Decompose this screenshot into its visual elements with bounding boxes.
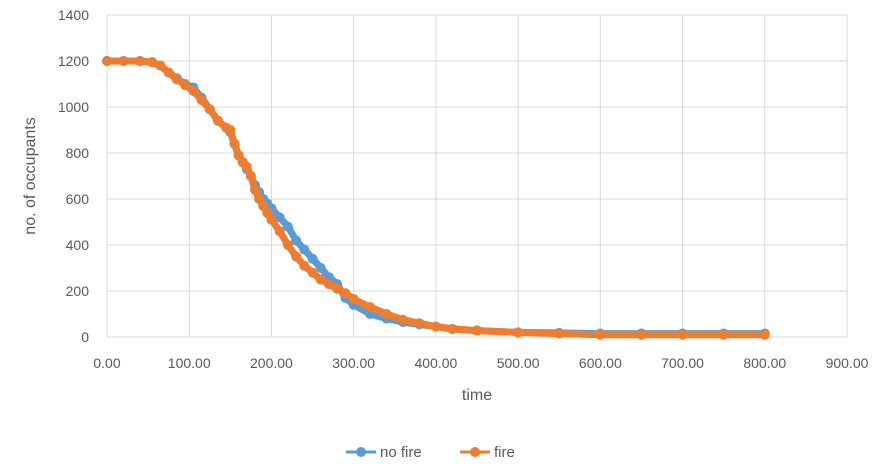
data-point: [414, 318, 425, 329]
data-point: [213, 115, 223, 126]
data-point: [291, 251, 302, 262]
data-point: [196, 95, 207, 106]
data-point: [147, 57, 158, 68]
data-point: [204, 104, 215, 115]
y-tick-label: 600: [66, 191, 90, 207]
legend-item: fire: [460, 444, 515, 461]
data-point: [513, 327, 524, 338]
gridlines: [106, 14, 848, 338]
data-point: [718, 329, 729, 340]
data-point: [299, 244, 310, 255]
data-point: [291, 235, 302, 246]
y-tick-label: 0: [81, 329, 89, 345]
data-point: [282, 240, 293, 250]
y-axis-title: no. of occupants: [22, 117, 39, 234]
data-point: [245, 171, 256, 181]
data-point: [340, 288, 351, 299]
x-axis-title: time: [462, 387, 492, 404]
data-point: [241, 161, 252, 172]
data-point: [299, 260, 310, 271]
data-point: [636, 329, 647, 340]
data-point: [315, 274, 326, 285]
data-point: [430, 321, 441, 332]
data-point: [398, 314, 408, 325]
data-point: [171, 74, 182, 85]
data-point: [274, 226, 285, 237]
data-point: [307, 267, 318, 278]
x-tick-label: 800.00: [743, 355, 786, 371]
data-point: [381, 309, 392, 319]
y-tick-label: 800: [66, 145, 90, 161]
data-point: [472, 325, 482, 336]
series-area: [102, 56, 770, 340]
x-tick-label: 0.00: [93, 355, 120, 371]
x-tick-label: 500.00: [497, 355, 540, 371]
y-tick-label: 1400: [58, 7, 89, 23]
data-point: [348, 294, 359, 305]
data-point: [118, 56, 129, 66]
data-point: [229, 138, 240, 149]
data-point: [163, 67, 174, 78]
y-axis-ticks: 0 200 400 600 800 1000 1200 1400: [58, 7, 89, 345]
data-point: [554, 328, 565, 339]
legend-marker: [470, 447, 480, 457]
legend: no fire fire: [346, 444, 515, 461]
data-point: [595, 329, 606, 340]
x-tick-label: 200.00: [250, 355, 293, 371]
data-point: [447, 323, 458, 334]
x-tick-label: 400.00: [414, 355, 457, 371]
data-point: [677, 329, 688, 340]
data-point: [307, 253, 318, 264]
data-point: [134, 56, 145, 66]
data-point: [180, 80, 191, 91]
y-tick-label: 1000: [58, 99, 89, 115]
data-point: [282, 221, 293, 232]
data-point: [155, 60, 166, 71]
y-tick-label: 200: [66, 283, 90, 299]
data-point: [102, 56, 112, 66]
series-fire: [102, 56, 770, 340]
legend-label: no fire: [380, 444, 422, 461]
data-point: [315, 263, 326, 273]
x-tick-label: 100.00: [168, 355, 211, 371]
data-point: [324, 279, 334, 290]
data-point: [365, 302, 376, 313]
x-tick-label: 300.00: [332, 355, 375, 371]
data-point: [250, 184, 260, 195]
data-point: [188, 85, 199, 96]
data-point: [225, 125, 236, 135]
data-point: [274, 212, 285, 223]
data-point: [266, 214, 277, 225]
legend-marker: [356, 447, 366, 457]
data-point: [332, 283, 343, 294]
y-tick-label: 1200: [58, 53, 89, 69]
x-tick-label: 700.00: [661, 355, 704, 371]
x-tick-label: 600.00: [579, 355, 622, 371]
data-point: [759, 329, 770, 340]
legend-label: fire: [494, 444, 515, 461]
x-tick-label: 900.00: [826, 355, 869, 371]
legend-item: no fire: [346, 444, 422, 461]
y-tick-label: 400: [66, 237, 90, 253]
x-axis-ticks: 0.00 100.00 200.00 300.00 400.00 500.00 600.00…: [93, 355, 868, 371]
